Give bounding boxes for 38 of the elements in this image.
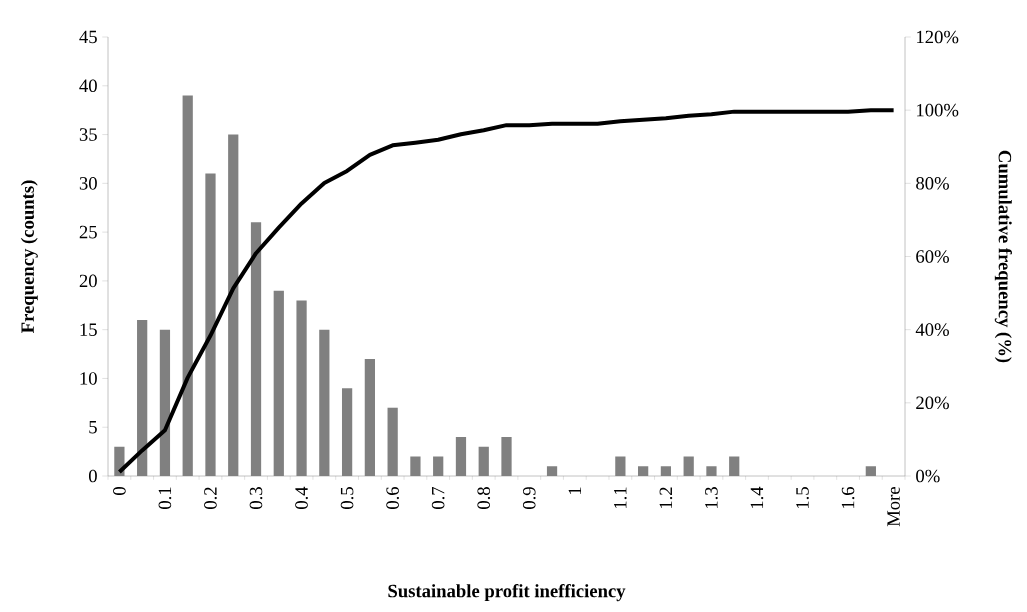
x-tick-label: 1.6: [841, 486, 855, 509]
y-tick-label: 35: [79, 128, 97, 141]
y-tick-label: 5: [89, 421, 97, 434]
y2-tick-label: 80%: [916, 177, 949, 190]
x-tick-label: 1.5: [796, 487, 809, 509]
x-tick-label: 1.4: [750, 486, 764, 509]
x-tick-label: 0: [113, 487, 126, 496]
x-tick-label: More: [887, 487, 900, 527]
x-tick-label: 0.8: [477, 487, 491, 510]
y2-tick-label: 20%: [916, 396, 949, 410]
y-tick-label: 40: [79, 79, 97, 93]
y-tick-label: 20: [79, 274, 97, 288]
x-tick-label: 1: [568, 487, 581, 495]
y2-axis-title: Cumulative frequency (%): [994, 150, 1012, 363]
y2-tick-label: 120%: [917, 30, 959, 44]
x-tick-label: 0.1: [158, 487, 172, 510]
x-tick-label: 1.2: [659, 487, 673, 509]
y-tick-label: 0: [88, 469, 97, 483]
x-axis-title: Sustainable profit inefficiency: [388, 583, 626, 602]
x-tick-label: 0.4: [295, 486, 308, 510]
x-tick-label: 0.6: [386, 486, 399, 510]
x-tick-label: 1.3: [705, 487, 718, 509]
x-tick-label: 0.2: [204, 487, 217, 510]
y2-tick-label: 60%: [916, 250, 949, 263]
y-tick-label: 15: [80, 323, 97, 336]
y-tick-label: 45: [79, 30, 97, 44]
x-tick-label: 0.7: [431, 486, 445, 510]
y-axis-title: Frequency (counts): [20, 180, 38, 334]
y2-tick-label: 40%: [915, 323, 949, 336]
y-tick-label: 25: [79, 225, 97, 239]
x-tick-label: 0.5: [340, 487, 354, 510]
x-tick-label: 0.3: [249, 487, 263, 510]
y-tick-label: 30: [79, 177, 97, 190]
y-tick-label: 10: [80, 372, 97, 385]
x-tick-label: 1.1: [614, 487, 627, 509]
x-tick-label: 0.9: [522, 487, 536, 510]
y2-tick-label: 100%: [917, 103, 959, 117]
y2-tick-label: 0%: [916, 469, 940, 483]
